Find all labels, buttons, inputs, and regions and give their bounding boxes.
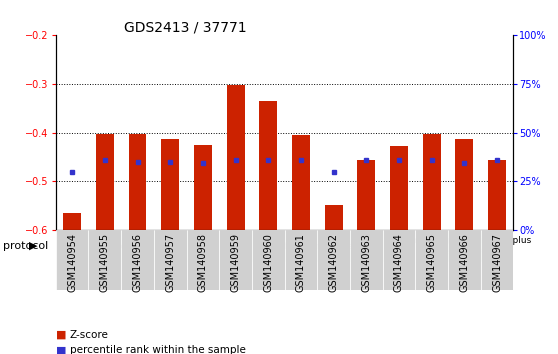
Bar	[219, 230, 415, 262]
Text: ■: ■	[56, 346, 66, 354]
Text: GSM140965: GSM140965	[427, 233, 437, 292]
Text: ■: ■	[56, 330, 66, 339]
Bar	[219, 230, 252, 290]
Bar	[128, 134, 147, 230]
Bar	[350, 230, 383, 290]
Text: GSM140963: GSM140963	[361, 233, 371, 292]
Text: high-fat high-calorie diet: high-fat high-calorie diet	[261, 241, 373, 251]
Bar	[154, 230, 186, 290]
Text: control diet: control diet	[112, 241, 163, 251]
Text: high-fat high-calorie diet plus
resveratrol: high-fat high-calorie diet plus resverat…	[397, 236, 531, 256]
Text: ▶: ▶	[30, 241, 38, 251]
Bar	[455, 139, 473, 230]
Bar	[252, 230, 285, 290]
Text: GSM140966: GSM140966	[459, 233, 469, 292]
Text: protocol: protocol	[3, 241, 48, 251]
Text: GSM140954: GSM140954	[67, 233, 77, 292]
Bar	[63, 213, 81, 230]
Text: GSM140958: GSM140958	[198, 233, 208, 292]
Bar	[96, 134, 114, 230]
Text: GSM140959: GSM140959	[230, 233, 240, 292]
Bar	[161, 139, 179, 230]
Text: GSM140962: GSM140962	[329, 233, 339, 292]
Bar	[325, 205, 343, 230]
Text: GSM140955: GSM140955	[100, 233, 110, 292]
Bar	[415, 230, 448, 290]
Bar	[480, 230, 513, 290]
Bar	[89, 230, 121, 290]
Bar	[227, 85, 244, 230]
Bar	[194, 145, 212, 230]
Text: percentile rank within the sample: percentile rank within the sample	[70, 346, 246, 354]
Text: GDS2413 / 37771: GDS2413 / 37771	[124, 20, 247, 34]
Bar	[318, 230, 350, 290]
Bar	[357, 160, 376, 230]
Bar	[422, 134, 441, 230]
Bar	[259, 101, 277, 230]
Bar	[186, 230, 219, 290]
Text: GSM140957: GSM140957	[165, 233, 175, 292]
Text: GSM140967: GSM140967	[492, 233, 502, 292]
Bar	[448, 230, 480, 290]
Bar	[285, 230, 318, 290]
Bar	[383, 230, 415, 290]
Bar	[56, 230, 219, 262]
Bar	[121, 230, 154, 290]
Text: GSM140960: GSM140960	[263, 233, 273, 292]
Text: GSM140961: GSM140961	[296, 233, 306, 292]
Bar	[390, 147, 408, 230]
Bar	[415, 230, 513, 262]
Bar	[56, 230, 89, 290]
Bar	[292, 135, 310, 230]
Text: GSM140964: GSM140964	[394, 233, 404, 292]
Bar	[488, 160, 506, 230]
Text: Z-score: Z-score	[70, 330, 109, 339]
Text: GSM140956: GSM140956	[132, 233, 142, 292]
